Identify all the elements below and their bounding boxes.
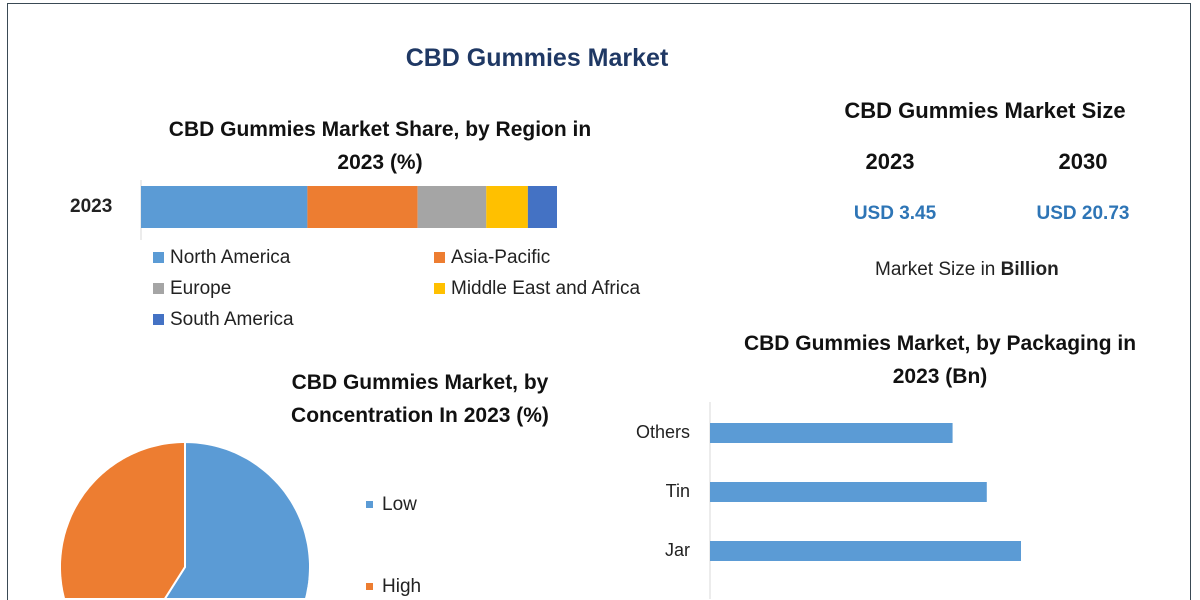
- packaging-category-label: Others: [635, 422, 690, 442]
- legend-swatch: [153, 252, 164, 263]
- note-unit: Billion: [1000, 259, 1059, 280]
- legend-label: Middle East and Africa: [451, 278, 641, 299]
- value-2030: USD 20.73: [1036, 203, 1130, 224]
- legend-item: North America: [153, 247, 290, 269]
- legend-swatch: [434, 283, 445, 294]
- region-bar-middle-east-and-africa: [486, 186, 528, 228]
- packaging-title-line2: 2023 (Bn): [892, 365, 988, 388]
- market-size-heading: CBD Gummies Market Size: [844, 98, 1126, 123]
- value-2023: USD 3.45: [853, 203, 937, 224]
- pie-legend-item: High: [366, 576, 421, 598]
- year-2023: 2023: [865, 149, 915, 174]
- legend-label: High: [382, 576, 422, 597]
- infographic-border: [7, 3, 1191, 600]
- legend-swatch: [366, 501, 373, 509]
- pie-slice-high: [59, 441, 186, 600]
- legend-item: Asia-Pacific: [434, 247, 550, 269]
- main-title: CBD Gummies Market: [405, 44, 669, 72]
- region-title-line2: 2023 (%): [337, 151, 423, 174]
- year-2030: 2030: [1058, 149, 1108, 174]
- legend-swatch: [153, 283, 164, 294]
- region-bar-asia-pacific: [307, 186, 418, 228]
- pie-legend-item: Low: [366, 494, 417, 516]
- legend-label: Europe: [170, 278, 232, 299]
- packaging-bar-jar: [710, 541, 1021, 561]
- packaging-bar-others: [710, 423, 953, 443]
- legend-item: South America: [153, 309, 294, 331]
- legend-item: Middle East and Africa: [434, 278, 640, 300]
- packaging-category-label: Tin: [665, 481, 690, 501]
- concentration-chart-title: CBD Gummies Market, by Concentration In …: [240, 366, 600, 432]
- region-bar-europe: [417, 186, 487, 228]
- legend-label: Asia-Pacific: [451, 247, 551, 268]
- market-size-note: Market Size in Billion: [875, 259, 1059, 281]
- packaging-title-line1: CBD Gummies Market, by Packaging in: [743, 332, 1137, 355]
- legend-swatch: [434, 252, 445, 263]
- legend-swatch: [366, 583, 373, 591]
- note-prefix: Market Size in: [875, 259, 1001, 280]
- region-title-line1: CBD Gummies Market Share, by Region in: [168, 118, 592, 141]
- legend-label: South America: [170, 309, 294, 330]
- legend-item: Europe: [153, 278, 231, 300]
- region-bar-north-america: [141, 186, 308, 228]
- packaging-category-label: Jar: [664, 540, 690, 560]
- concentration-title-line2: Concentration In 2023 (%): [291, 404, 549, 427]
- legend-swatch: [153, 314, 164, 325]
- legend-label: Low: [382, 494, 417, 515]
- packaging-bar-tin: [710, 482, 987, 502]
- region-category-label: 2023: [70, 196, 113, 217]
- packaging-chart-title: CBD Gummies Market, by Packaging in 2023…: [700, 327, 1180, 393]
- region-bar-south-america: [527, 186, 557, 228]
- pie-slice-low: [162, 440, 311, 600]
- concentration-title-line1: CBD Gummies Market, by: [291, 371, 549, 394]
- region-chart-title: CBD Gummies Market Share, by Region in 2…: [100, 113, 660, 179]
- legend-label: North America: [170, 247, 291, 268]
